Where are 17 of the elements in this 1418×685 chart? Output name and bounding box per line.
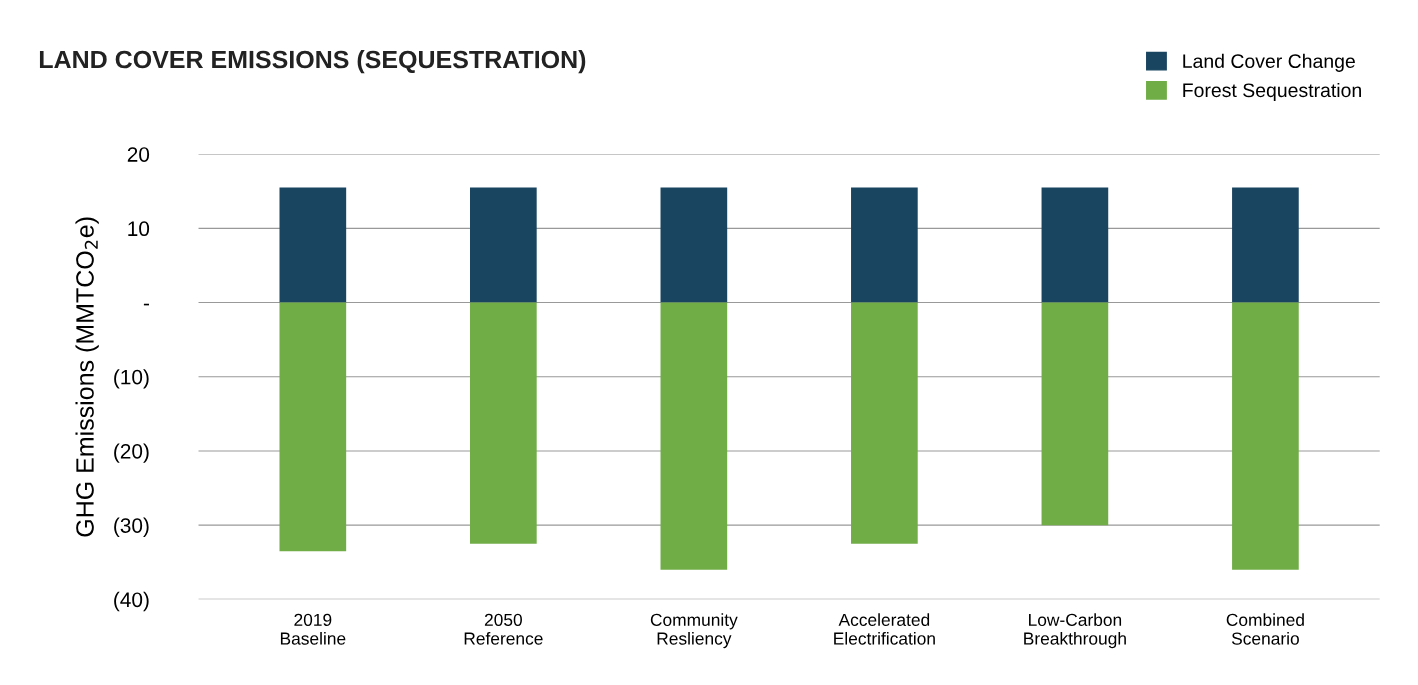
x-tick-label: 2019 Baseline bbox=[280, 613, 346, 645]
legend-label: Land Cover Change bbox=[1183, 53, 1355, 72]
y-tick-label: (10) bbox=[114, 369, 149, 389]
x-tick-label: 2050 Reference bbox=[464, 613, 543, 645]
y-tick-label: 20 bbox=[127, 147, 150, 162]
y-tick-label: (20) bbox=[114, 443, 149, 463]
y-axis-title: GHG Emissions (MMTCO$_{2}$e) bbox=[75, 217, 99, 537]
y-tick-label: (40) bbox=[114, 591, 149, 612]
legend-label: Forest Sequestration bbox=[1183, 82, 1361, 101]
x-tick-label: Community Resliency bbox=[650, 613, 738, 649]
x-tick-label: Combined Scenario bbox=[1226, 613, 1304, 645]
x-tick-label: Accelerated Electrification bbox=[834, 613, 935, 645]
y-tick-label: 10 bbox=[128, 221, 150, 237]
y-tick-label: - bbox=[143, 303, 149, 306]
chart-title: LAND COVER EMISSIONS (SEQUESTRATION) bbox=[39, 50, 586, 74]
y-tick-label: (30) bbox=[114, 517, 149, 538]
x-tick-label: Low-Carbon Breakthrough bbox=[1024, 613, 1126, 649]
